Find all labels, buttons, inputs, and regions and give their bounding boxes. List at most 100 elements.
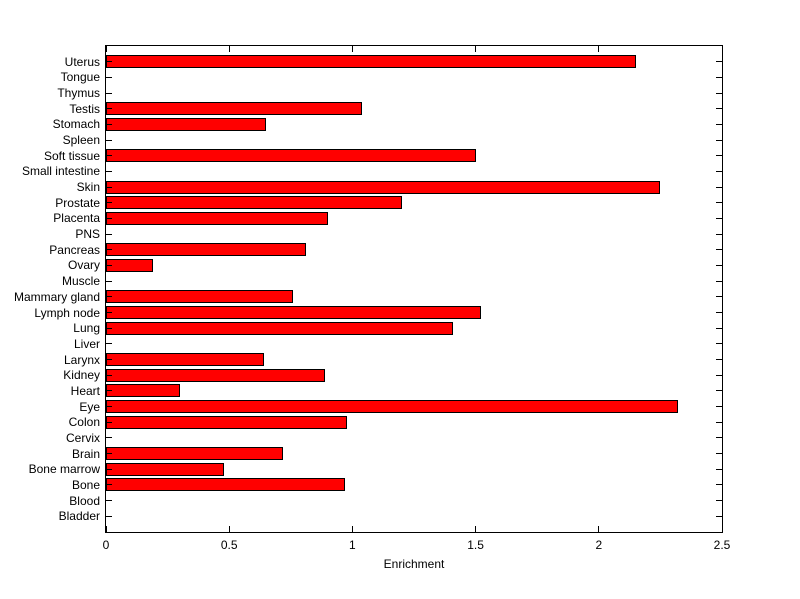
bar-kidney [106,368,326,382]
x-tick [721,526,723,532]
y-tick [106,280,112,282]
y-tick-label-lung: Lung [73,321,100,336]
bar-heart [106,384,180,398]
y-tick [716,296,722,298]
bar-larynx [106,353,264,367]
y-tick [106,500,112,502]
y-tick-label-kidney: Kidney [63,368,100,383]
y-tick [106,233,112,235]
x-tick [228,526,230,532]
y-tick [106,421,112,423]
y-tick [106,139,112,141]
y-tick [716,359,722,361]
bar-skin [106,180,661,194]
bar-brain [106,447,284,461]
y-tick [716,437,722,439]
y-tick [106,374,112,376]
y-tick [106,437,112,439]
y-tick [716,500,722,502]
y-tick [716,123,722,125]
y-tick [106,359,112,361]
y-tick [106,515,112,517]
bar-uterus [106,55,636,69]
y-tick-label-small-intestine: Small intestine [21,164,100,179]
y-tick [716,264,722,266]
y-tick-label-skin: Skin [76,180,100,195]
y-tick [106,170,112,172]
y-tick-label-bone: Bone [71,477,100,492]
y-tick [716,108,722,110]
y-tick-label-placenta: Placenta [53,211,100,226]
y-tick [106,249,112,251]
y-tick-label-lymph-node: Lymph node [34,305,100,320]
x-tick [228,46,230,52]
bar-bone-marrow [106,462,225,476]
x-tick-label-1.5: 1.5 [467,538,484,552]
x-tick-label-2.5: 2.5 [713,538,731,552]
y-tick [716,453,722,455]
y-tick-label-larynx: Larynx [63,352,100,367]
y-tick [716,390,722,392]
y-tick [716,61,722,63]
y-tick-label-prostate: Prostate [55,195,100,210]
y-tick [716,280,722,282]
y-tick [716,374,722,376]
y-tick [716,249,722,251]
y-tick [716,202,722,204]
x-tick-label-2: 2 [595,538,603,552]
y-tick [106,484,112,486]
bar-bone [106,478,345,492]
y-tick-label-bone-marrow: Bone marrow [28,462,100,477]
y-tick [106,108,112,110]
y-tick-label-stomach: Stomach [52,117,100,132]
y-tick [106,296,112,298]
x-tick [351,526,353,532]
y-tick-label-soft-tissue: Soft tissue [43,148,100,163]
y-tick-label-pns: PNS [75,227,100,242]
y-tick-label-heart: Heart [70,383,100,398]
x-tick [475,46,477,52]
y-tick-label-liver: Liver [73,336,100,351]
y-tick-label-ovary: Ovary [67,258,100,273]
bar-lung [106,321,454,335]
y-tick [716,312,722,314]
y-tick-label-blood: Blood [69,493,100,508]
y-tick [716,155,722,157]
x-axis-title: Enrichment [383,557,445,571]
y-tick-label-pancreas: Pancreas [49,242,100,257]
x-tick [105,46,107,52]
y-tick [716,468,722,470]
bar-pancreas [106,243,306,257]
bar-colon [106,415,348,429]
y-tick [716,327,722,329]
y-tick-label-mammary-gland: Mammary gland [13,289,100,304]
bar-lymph-node [106,306,481,320]
y-tick [106,264,112,266]
y-tick [716,515,722,517]
y-tick [716,139,722,141]
y-tick [716,484,722,486]
y-tick-label-spleen: Spleen [62,133,100,148]
y-tick-label-muscle: Muscle [61,274,100,289]
y-tick [106,312,112,314]
plot-area [105,45,723,533]
y-tick [106,343,112,345]
y-tick-label-cervix: Cervix [65,430,100,445]
y-tick [106,123,112,125]
y-tick [106,390,112,392]
y-tick-label-bladder: Bladder [58,509,100,524]
y-tick-label-uterus: Uterus [64,54,100,69]
y-tick [716,421,722,423]
y-tick [716,92,722,94]
y-tick [106,453,112,455]
bar-stomach [106,117,267,131]
y-tick [716,343,722,345]
x-tick [105,526,107,532]
y-tick [106,76,112,78]
y-tick [716,406,722,408]
x-tick [598,46,600,52]
bar-soft-tissue [106,149,476,163]
y-tick [106,327,112,329]
bar-mammary-gland [106,290,294,304]
y-tick [106,217,112,219]
